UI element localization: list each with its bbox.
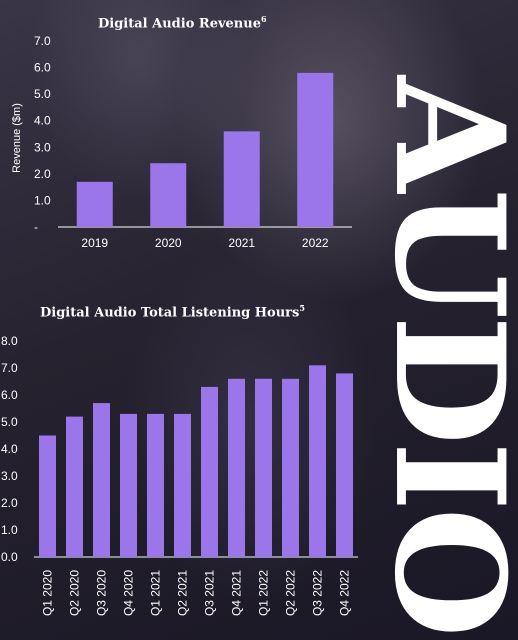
- x-tick-label: Q1 2021: [149, 570, 163, 616]
- revenue-chart-title: Digital Audio Revenue6: [98, 14, 267, 32]
- y-tick-label: 5.0: [34, 87, 51, 101]
- x-tick-label: Q3 2020: [95, 570, 109, 616]
- y-tick-label: 8.0: [1, 334, 18, 348]
- x-tick-label: Q4 2022: [338, 570, 352, 616]
- y-tick-label: 6.0: [34, 61, 51, 75]
- bar-Q1-2020: [39, 435, 56, 557]
- bar-Q2-2020: [66, 416, 83, 557]
- bar-Q1-2021: [147, 413, 164, 557]
- x-tick-label: Q2 2021: [176, 570, 190, 616]
- bar-2020: [150, 163, 187, 227]
- y-tick-label: 4.0: [34, 114, 51, 128]
- bar-Q3-2021: [201, 386, 218, 557]
- bar-Q1-2022: [255, 378, 272, 557]
- x-tick-label: Q2 2020: [68, 570, 82, 616]
- y-tick-label: 7.0: [34, 34, 51, 48]
- y-axis-label: Revenue ($m): [11, 103, 23, 173]
- bar-Q3-2020: [93, 403, 110, 557]
- bar-Q4-2022: [336, 373, 353, 557]
- x-tick-label: 2020: [155, 236, 182, 250]
- bar-Q3-2022: [309, 365, 326, 557]
- bar-Q4-2020: [120, 413, 137, 557]
- y-tick-label: 7.0: [1, 361, 18, 375]
- bar-2021: [223, 131, 260, 227]
- x-tick-label: 2019: [81, 236, 108, 250]
- audio-vertical-word: AUDIO: [361, 75, 518, 635]
- bar-Q2-2022: [282, 378, 299, 557]
- y-tick-label: 3.0: [34, 140, 51, 154]
- x-tick-label: Q3 2021: [203, 570, 217, 616]
- x-tick-label: Q4 2020: [122, 570, 136, 616]
- y-tick-label: -: [34, 220, 38, 234]
- y-tick-label: 3.0: [1, 469, 18, 483]
- bar-Q2-2021: [174, 413, 191, 557]
- y-tick-label: 4.0: [1, 442, 18, 456]
- x-tick-label: Q2 2022: [284, 570, 298, 616]
- y-tick-label: 0.0: [1, 550, 18, 564]
- y-tick-label: 1.0: [34, 193, 51, 207]
- y-tick-label: 5.0: [1, 415, 18, 429]
- bar-2019: [76, 181, 113, 227]
- y-tick-label: 2.0: [1, 496, 18, 510]
- x-tick-label: Q1 2020: [41, 570, 55, 616]
- y-tick-label: 1.0: [1, 523, 18, 537]
- x-tick-label: Q1 2022: [257, 570, 271, 616]
- x-tick-label: 2022: [302, 236, 329, 250]
- x-tick-label: Q3 2022: [311, 570, 325, 616]
- x-tick-label: Q4 2021: [230, 570, 244, 616]
- y-tick-label: 6.0: [1, 388, 18, 402]
- bar-Q4-2021: [228, 378, 245, 557]
- bar-2022: [297, 72, 334, 227]
- x-tick-label: 2021: [228, 236, 255, 250]
- y-tick-label: 2.0: [34, 167, 51, 181]
- listening-hours-chart-title: Digital Audio Total Listening Hours5: [40, 303, 305, 321]
